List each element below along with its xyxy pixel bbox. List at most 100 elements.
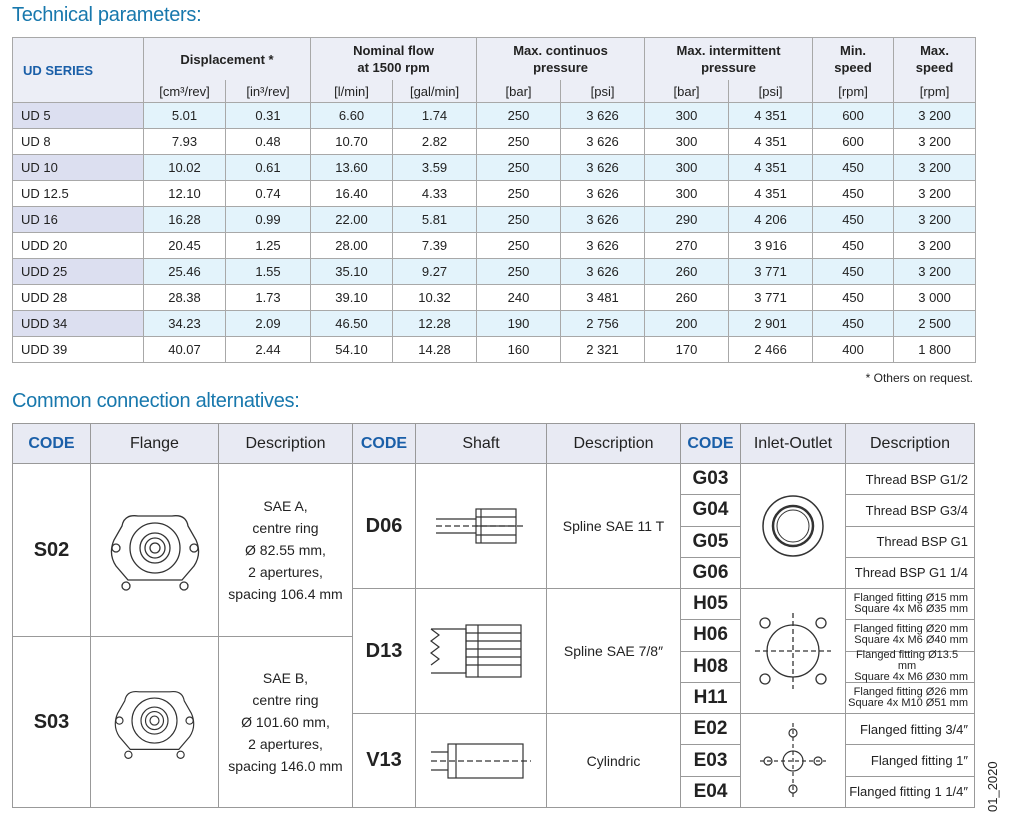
data-cell: 200	[644, 310, 730, 337]
header-cell: Max. continuos pressure	[476, 37, 646, 80]
header-text: Description	[245, 434, 326, 452]
data-cell: 270	[644, 232, 730, 259]
port-drawing	[755, 613, 831, 690]
data-cell: 3 200	[893, 258, 977, 285]
code-cell: G03	[681, 464, 741, 496]
description-cell: Flanged fitting Ø15 mm Square 4x M6 Ø35 m…	[846, 589, 975, 621]
description: Spline SAE 11 T	[562, 518, 665, 535]
data-cell: UDD 20	[12, 232, 144, 259]
data-cell: 3 000	[893, 284, 977, 311]
text-line: Nominal flow	[353, 43, 434, 58]
data-cell: 3 200	[893, 128, 977, 155]
footnote: * Others on request.	[865, 371, 973, 385]
data-cell: 10.32	[392, 284, 478, 311]
text-line: Max. intermittent	[676, 43, 781, 58]
section-title: Technical parameters:	[12, 4, 202, 26]
drawing-part	[128, 522, 181, 574]
description-cell: Thread BSP G3/4	[846, 495, 975, 527]
description-cell: Spline SAE 11 T	[547, 464, 681, 590]
text-line: speed	[915, 60, 954, 75]
data-cell: 3 771	[728, 284, 814, 311]
code: G06	[692, 561, 729, 583]
drawing-part	[148, 542, 161, 554]
header-cell: Description	[219, 424, 353, 464]
data-cell: 3 626	[560, 232, 646, 259]
drawing-part	[762, 495, 824, 557]
text-line: Ø 82.55 mm,	[245, 542, 326, 558]
data-cell: 46.50	[310, 310, 394, 337]
data-cell: 450	[812, 180, 895, 207]
data-cell: 3 626	[560, 206, 646, 233]
image-cell	[741, 589, 846, 715]
data-cell: 4 351	[728, 154, 814, 181]
code: H11	[693, 687, 728, 709]
header-cell: Max. intermittent pressure	[644, 37, 814, 80]
data-cell: 260	[644, 258, 730, 285]
data-cell: UDD 25	[12, 258, 144, 285]
text-line: spacing 146.0 mm	[228, 758, 343, 774]
unit-cell: [rpm]	[812, 80, 895, 103]
text-line: Square 4x M10 Ø51 mm	[848, 697, 968, 710]
shaft-drawing	[436, 508, 526, 544]
data-cell: 13.60	[310, 154, 394, 181]
unit-cell: [rpm]	[893, 80, 977, 103]
description-cell: Cylindric	[547, 714, 681, 808]
shaft-drawing	[430, 624, 522, 678]
text-line: centre ring	[252, 520, 319, 536]
data-cell: 3 200	[893, 154, 977, 181]
data-cell: 600	[812, 102, 895, 129]
data-cell: 3 481	[560, 284, 646, 311]
drawing-part	[120, 581, 131, 591]
header-cell: CODE	[13, 424, 91, 464]
code-cell: G06	[681, 557, 741, 590]
image-cell	[741, 464, 846, 590]
drawing-part	[431, 628, 467, 674]
data-cell: 250	[476, 180, 562, 207]
data-cell: 14.28	[392, 336, 478, 363]
data-cell: 12.10	[143, 180, 226, 207]
flange-drawing	[114, 690, 195, 759]
drawing-part	[138, 532, 171, 564]
header-cell: UD SERIES	[12, 37, 144, 103]
text-line: Flanged fitting 1″	[870, 753, 968, 769]
description: Cylindric	[586, 752, 641, 769]
unit-cell: [gal/min]	[392, 80, 478, 103]
drawing-part	[465, 624, 522, 678]
code-cell: S02	[13, 464, 91, 637]
data-cell: 12.28	[392, 310, 478, 337]
text-line: Flanged fitting 1 1/4″	[849, 784, 968, 800]
code-cell: S03	[13, 637, 91, 808]
data-row: UD 5 5.01 0.31 6.60 1.74 250 3 626 300 4 351 600 3…	[12, 102, 977, 129]
data-cell: 290	[644, 206, 730, 233]
data-cell: 3.59	[392, 154, 478, 181]
header-text: CODE	[28, 434, 75, 452]
data-cell: UDD 39	[12, 336, 144, 363]
header-cell: Description	[846, 424, 975, 464]
text-line: pressure	[533, 60, 588, 75]
text-line: Flanged fitting Ø20 mm	[853, 623, 968, 636]
text-line: Square 4x M6 Ø35 mm	[854, 603, 968, 616]
data-cell: 400	[812, 336, 895, 363]
data-cell: 10.02	[143, 154, 226, 181]
code-cell: G04	[681, 495, 741, 527]
drawing-part	[431, 742, 531, 779]
image-cell	[416, 464, 547, 590]
drawing-part	[815, 673, 827, 685]
text-line: speed	[834, 60, 872, 75]
data-cell: 0.48	[224, 128, 312, 155]
text-line: Max. continuos	[513, 43, 608, 58]
image-cell	[91, 637, 219, 808]
header-cell: Description	[547, 424, 681, 464]
header-text: CODE	[360, 434, 408, 452]
data-row: UDD 39 40.07 2.44 54.10 14.28 160 2 321 170 2 46…	[12, 336, 977, 363]
data-cell: 7.39	[392, 232, 478, 259]
text-line: spacing 106.4 mm	[228, 586, 343, 602]
description-cell: Flanged fitting Ø20 mm Square 4x M6 Ø40 m…	[846, 620, 975, 652]
data-cell: 3 626	[560, 180, 646, 207]
data-cell: 1.73	[224, 284, 312, 311]
data-cell: 250	[476, 206, 562, 233]
data-cell: 3 626	[560, 154, 646, 181]
data-cell: 3 916	[728, 232, 814, 259]
data-row: UDD 25 25.46 1.55 35.10 9.27 250 3 626 260 3 771…	[12, 258, 977, 285]
